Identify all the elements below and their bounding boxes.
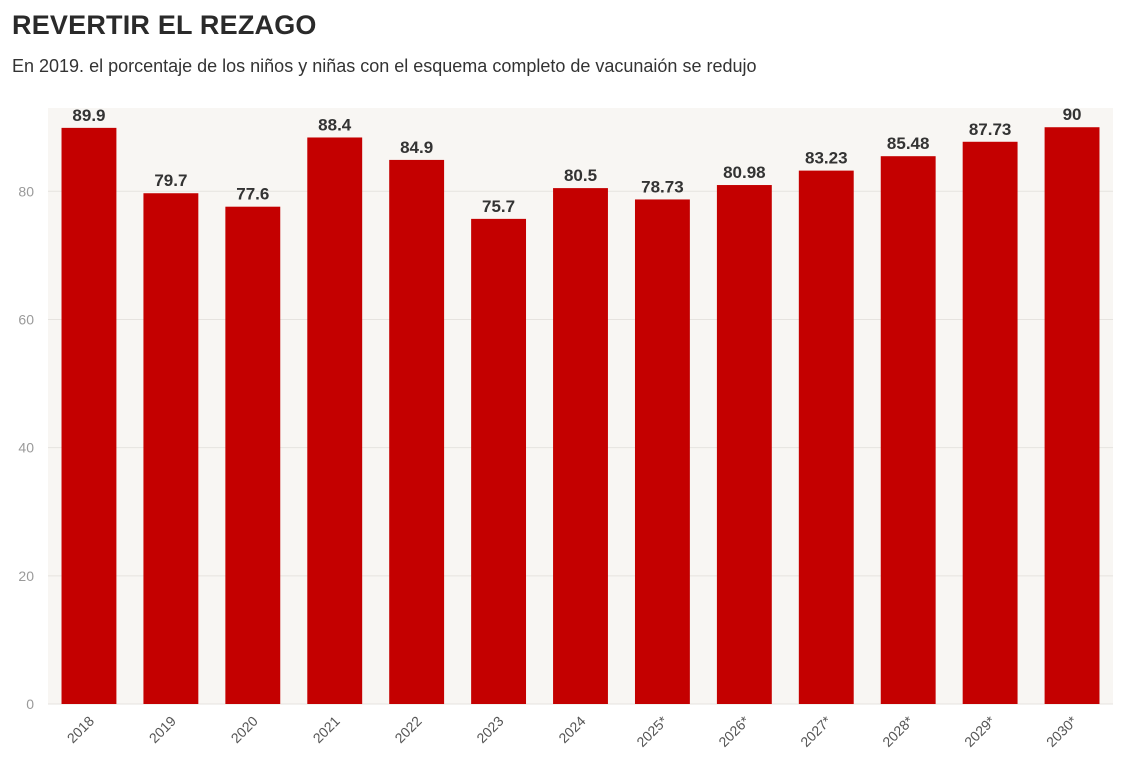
x-tick-label: 2026* bbox=[715, 712, 753, 750]
x-tick-label: 2030* bbox=[1043, 712, 1081, 750]
x-tick-label: 2027* bbox=[797, 712, 835, 750]
bar bbox=[634, 199, 690, 705]
data-label: 85.48 bbox=[887, 134, 930, 153]
x-tick-label: 2024 bbox=[555, 713, 588, 746]
bar bbox=[798, 170, 854, 704]
x-axis-ticks: 2018 2019 2020 2021 2022 2023 2024 2025* 2026* 20… bbox=[64, 712, 1081, 750]
y-tick-label: 60 bbox=[18, 311, 34, 327]
bar bbox=[1044, 127, 1100, 704]
bar bbox=[716, 185, 772, 705]
bar bbox=[307, 137, 363, 705]
bar bbox=[61, 127, 117, 704]
x-tick-label: 2025* bbox=[633, 712, 671, 750]
data-label: 79.7 bbox=[154, 171, 187, 190]
x-tick-label: 2018 bbox=[64, 713, 97, 746]
data-label: 75.7 bbox=[482, 197, 515, 216]
data-label: 80.5 bbox=[564, 166, 597, 185]
x-tick-label: 2023 bbox=[473, 713, 506, 746]
data-label: 80.98 bbox=[723, 163, 766, 182]
data-label: 90 bbox=[1063, 105, 1082, 124]
y-tick-label: 20 bbox=[18, 568, 34, 584]
data-label: 89.9 bbox=[72, 106, 105, 125]
y-axis-ticks: 0 20 40 60 80 bbox=[18, 183, 34, 712]
chart-subtitle: En 2019. el porcentaje de los niños y ni… bbox=[12, 56, 757, 76]
bar bbox=[225, 206, 281, 704]
chart-title: REVERTIR EL REZAGO bbox=[12, 10, 317, 40]
data-label: 88.4 bbox=[318, 115, 352, 134]
bar bbox=[471, 218, 527, 704]
x-tick-label: 2020 bbox=[228, 713, 261, 746]
y-tick-label: 40 bbox=[18, 440, 34, 456]
y-tick-label: 80 bbox=[18, 183, 34, 199]
data-labels: 89.9 79.7 77.6 88.4 84.9 75.7 80.5 78.73 80.98 83… bbox=[72, 105, 1081, 216]
x-tick-label: 2028* bbox=[879, 712, 917, 750]
data-label: 78.73 bbox=[641, 177, 684, 196]
data-label: 87.73 bbox=[969, 120, 1012, 139]
bars bbox=[61, 127, 1100, 705]
x-tick-label: 2021 bbox=[310, 713, 343, 746]
bar bbox=[143, 193, 199, 704]
data-label: 83.23 bbox=[805, 149, 848, 168]
data-label: 84.9 bbox=[400, 138, 433, 157]
bar bbox=[880, 156, 936, 704]
data-label: 77.6 bbox=[236, 185, 269, 204]
x-tick-label: 2029* bbox=[961, 712, 999, 750]
x-tick-label: 2022 bbox=[391, 713, 424, 746]
bar bbox=[553, 188, 608, 704]
y-tick-label: 0 bbox=[26, 696, 34, 712]
bar bbox=[389, 159, 445, 705]
x-tick-label: 2019 bbox=[146, 713, 179, 746]
bar bbox=[962, 141, 1018, 705]
